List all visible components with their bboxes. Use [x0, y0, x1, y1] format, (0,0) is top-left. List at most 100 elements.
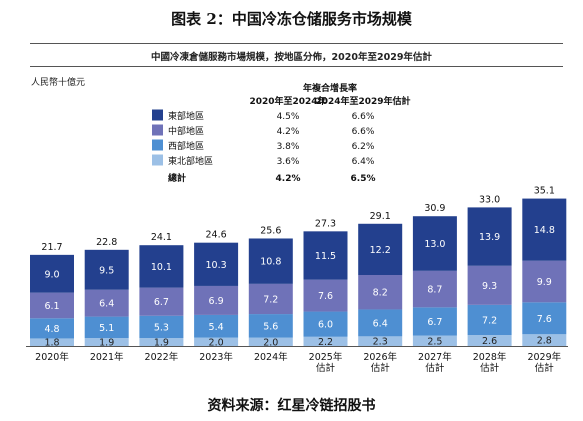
- legend-label: 東部地區: [168, 110, 204, 122]
- x-tick-label: 2024年: [254, 351, 288, 363]
- x-tick-label: 2021年: [90, 351, 124, 363]
- title-rule: [30, 66, 563, 67]
- data-label: 11.5: [315, 251, 336, 262]
- top-rule: [30, 43, 563, 44]
- cagr-col2-header: 2024年至2029年估計: [315, 95, 410, 107]
- data-label: 10.8: [260, 257, 281, 268]
- data-label: 2.6: [482, 336, 497, 347]
- cagr-value: 4.5%: [277, 112, 300, 122]
- bar-segment: [412, 335, 457, 346]
- data-label: 10.3: [206, 260, 227, 271]
- x-tick-label: 2020年: [35, 351, 69, 363]
- cagr-total-value: 6.5%: [351, 174, 376, 184]
- x-tick-label: 2028年: [473, 351, 507, 363]
- chart-title: 中國冷凍倉儲服務市場規模，按地區分佈，2020年至2029年估計: [151, 52, 432, 63]
- bar-segment: [248, 283, 293, 315]
- x-tick-label: 2026年: [363, 351, 397, 363]
- bar-segment: [84, 249, 129, 290]
- total-label: 33.0: [479, 194, 500, 205]
- bar-segment: [248, 314, 293, 338]
- bar-segment: [194, 337, 239, 346]
- data-label: 5.6: [263, 321, 278, 332]
- data-label: 14.8: [534, 225, 555, 236]
- bar-segment: [522, 260, 567, 303]
- data-label: 2.5: [427, 336, 442, 347]
- bar-segment: [84, 289, 129, 317]
- bar-segment: [303, 336, 348, 346]
- data-label: 12.2: [370, 245, 391, 256]
- total-label: 30.9: [424, 203, 445, 214]
- x-tick-label: 估計: [316, 362, 336, 374]
- data-label: 5.3: [154, 322, 169, 333]
- legend-label: 東北部地區: [168, 155, 213, 167]
- data-label: 2.0: [209, 337, 224, 348]
- data-label: 10.1: [151, 262, 172, 273]
- bar-segment: [139, 245, 184, 288]
- legend-swatch: [152, 154, 163, 166]
- bar-segment: [358, 336, 403, 346]
- x-tick-label: 2025年: [309, 351, 343, 363]
- bar-segment: [467, 304, 512, 336]
- bar-segment: [139, 315, 184, 339]
- data-label: 2.8: [537, 336, 552, 347]
- data-label: 9.9: [537, 277, 552, 288]
- data-label: 6.7: [154, 297, 169, 308]
- bar-segment: [303, 279, 348, 312]
- data-label: 9.3: [482, 281, 497, 292]
- data-label: 6.9: [209, 296, 224, 307]
- cagr-value: 6.6%: [352, 112, 375, 122]
- data-label: 7.2: [263, 294, 278, 305]
- x-tick-label: 2027年: [418, 351, 452, 363]
- bar-segment: [30, 254, 74, 293]
- bar-segment: [139, 287, 184, 316]
- data-label: 7.6: [318, 291, 333, 302]
- legend-label: 西部地區: [168, 140, 204, 152]
- data-label: 7.6: [537, 314, 552, 325]
- bar-segment: [467, 335, 512, 346]
- data-label: 1.9: [99, 338, 114, 349]
- bar-segment: [84, 338, 129, 346]
- bar-segment: [194, 285, 239, 315]
- legend-swatch: [152, 139, 163, 151]
- bar-segment: [303, 311, 348, 337]
- data-label: 8.2: [373, 288, 388, 299]
- bar-segment: [84, 316, 129, 339]
- bar-segment: [194, 314, 239, 338]
- cagr-value: 4.2%: [277, 127, 300, 137]
- total-label: 25.6: [260, 225, 281, 236]
- legend-total-label: 總計: [168, 172, 186, 184]
- total-label: 21.7: [41, 242, 62, 253]
- bar-segment: [303, 231, 348, 280]
- bar-segment: [30, 338, 74, 346]
- cagr-header: 年複合增長率: [303, 82, 357, 94]
- figure-title: 图表 2：中国冷冻仓储服务市场规模: [171, 10, 412, 28]
- data-label: 4.8: [44, 324, 59, 335]
- bar-segment: [30, 292, 74, 319]
- bar-segment: [139, 338, 184, 346]
- total-label: 35.1: [534, 186, 555, 197]
- cagr-value: 6.6%: [352, 127, 375, 137]
- bar-segment: [522, 302, 567, 335]
- bar-segment: [248, 238, 293, 284]
- source-note: 资料来源：红星冷链招股书: [207, 398, 376, 414]
- cagr-value: 3.6%: [277, 157, 300, 167]
- bar-segment: [30, 318, 74, 339]
- data-label: 7.2: [482, 315, 497, 326]
- bar-segment: [467, 265, 512, 305]
- total-label: 29.1: [370, 211, 391, 222]
- data-label: 1.8: [44, 338, 59, 349]
- unit-label: 人民幣十億元: [31, 78, 86, 88]
- cagr-total-value: 4.2%: [276, 174, 301, 184]
- data-label: 2.0: [263, 337, 278, 348]
- x-tick-label: 2022年: [145, 351, 179, 363]
- bar-segment: [248, 337, 293, 346]
- cagr-value: 6.4%: [352, 157, 375, 167]
- total-label: 27.3: [315, 218, 336, 229]
- bar-segment: [412, 270, 457, 308]
- total-label: 22.8: [96, 237, 117, 248]
- data-label: 1.9: [154, 338, 169, 349]
- bar-segment: [412, 307, 457, 336]
- data-label: 6.7: [427, 317, 442, 328]
- bar-segment: [522, 334, 567, 346]
